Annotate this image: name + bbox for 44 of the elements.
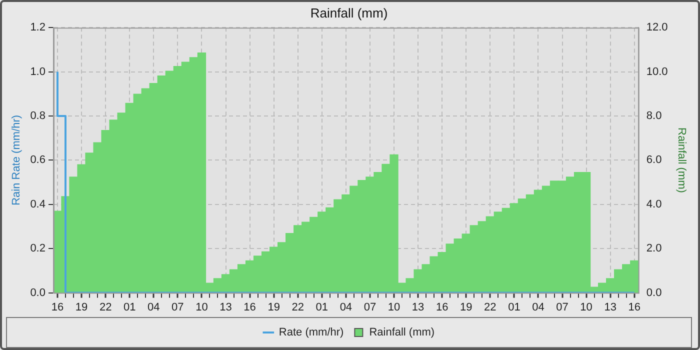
y2-axis-title: Rainfall (mm) bbox=[675, 127, 688, 193]
x-tick-label: 07 bbox=[172, 301, 184, 314]
y2-tick-label: 10.0 bbox=[646, 66, 668, 78]
x-tick-label: 10 bbox=[580, 301, 592, 314]
x-tick-label: 01 bbox=[316, 301, 328, 314]
x-tick-label: 04 bbox=[340, 301, 352, 314]
y2-tick-label: 0.0 bbox=[646, 286, 662, 299]
x-tick-label: 16 bbox=[436, 301, 448, 314]
chart-title: Rainfall (mm) bbox=[310, 5, 388, 20]
y2-tick-label: 12.0 bbox=[646, 22, 668, 34]
legend-label: Rainfall (mm) bbox=[369, 326, 435, 339]
y-tick-label: 1.2 bbox=[30, 22, 46, 34]
x-tick-label: 13 bbox=[412, 301, 424, 314]
y-axis-title: Rain Rate (mm/hr) bbox=[10, 114, 23, 206]
x-tick-label: 16 bbox=[628, 301, 641, 314]
x-tick-label: 01 bbox=[123, 301, 136, 314]
x-tick-label: 22 bbox=[99, 301, 112, 314]
x-tick-label: 16 bbox=[51, 301, 64, 314]
x-tick-label: 19 bbox=[460, 301, 472, 314]
y-tick-label: 0.2 bbox=[30, 242, 46, 255]
x-tick-label: 22 bbox=[484, 301, 496, 314]
x-tick-label: 07 bbox=[364, 301, 376, 314]
y-tick-label: 0.6 bbox=[30, 154, 46, 166]
y-tick-label: 0.8 bbox=[30, 110, 46, 122]
y-tick-label: 1.0 bbox=[30, 66, 46, 78]
x-tick-label: 19 bbox=[268, 301, 280, 314]
x-tick-label: 22 bbox=[292, 301, 304, 314]
y2-tick-label: 6.0 bbox=[646, 154, 662, 166]
x-tick-label: 16 bbox=[244, 301, 256, 314]
y-tick-label: 0.0 bbox=[30, 286, 46, 299]
y2-tick-label: 8.0 bbox=[646, 110, 662, 122]
y2-tick-label: 2.0 bbox=[646, 242, 662, 255]
x-tick-label: 10 bbox=[388, 301, 400, 314]
x-tick-label: 04 bbox=[148, 301, 160, 314]
x-tick-label: 07 bbox=[556, 301, 568, 314]
x-tick-label: 13 bbox=[220, 301, 232, 314]
x-tick-label: 04 bbox=[532, 301, 544, 314]
y2-tick-label: 4.0 bbox=[646, 198, 662, 210]
legend-label: Rate (mm/hr) bbox=[278, 326, 344, 339]
x-tick-label: 19 bbox=[75, 301, 88, 314]
y-tick-label: 0.4 bbox=[30, 198, 46, 210]
x-tick-label: 01 bbox=[508, 301, 520, 314]
x-tick-label: 10 bbox=[196, 301, 208, 314]
x-tick-label: 13 bbox=[604, 301, 616, 314]
